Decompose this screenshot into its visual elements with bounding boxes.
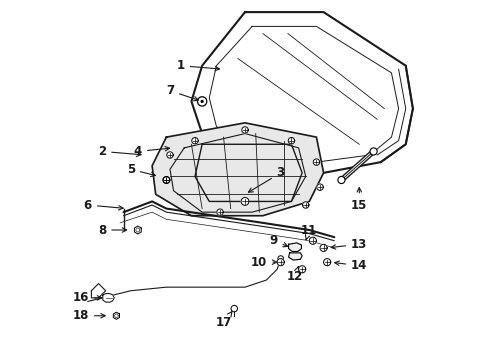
Text: 11: 11 <box>301 224 318 240</box>
Text: 4: 4 <box>134 145 170 158</box>
Polygon shape <box>152 123 323 216</box>
Text: 8: 8 <box>98 224 126 237</box>
Polygon shape <box>167 152 173 158</box>
Text: 18: 18 <box>73 309 105 322</box>
Polygon shape <box>217 209 223 215</box>
Polygon shape <box>317 184 323 190</box>
Circle shape <box>197 97 207 106</box>
Text: 14: 14 <box>335 259 368 272</box>
Polygon shape <box>302 202 309 208</box>
Polygon shape <box>313 159 319 165</box>
Text: 12: 12 <box>287 267 303 283</box>
Text: 1: 1 <box>176 59 220 72</box>
Polygon shape <box>277 258 284 266</box>
Circle shape <box>200 100 204 103</box>
Polygon shape <box>289 243 301 251</box>
Polygon shape <box>134 226 141 234</box>
Polygon shape <box>298 266 306 273</box>
Text: 13: 13 <box>331 238 368 251</box>
Polygon shape <box>192 138 198 144</box>
Polygon shape <box>320 244 327 251</box>
Polygon shape <box>103 294 114 302</box>
Text: 9: 9 <box>270 234 288 247</box>
Polygon shape <box>113 312 120 319</box>
Text: 6: 6 <box>84 198 123 212</box>
Circle shape <box>278 256 284 261</box>
Circle shape <box>338 176 345 184</box>
Text: 16: 16 <box>73 291 101 305</box>
Text: 15: 15 <box>351 188 368 212</box>
Circle shape <box>231 305 238 312</box>
Polygon shape <box>288 138 294 144</box>
Polygon shape <box>192 12 413 173</box>
Polygon shape <box>289 253 302 260</box>
Polygon shape <box>242 127 248 133</box>
Polygon shape <box>241 198 249 205</box>
Polygon shape <box>323 258 331 266</box>
Polygon shape <box>309 237 317 244</box>
Circle shape <box>370 148 377 155</box>
Text: 3: 3 <box>248 166 285 192</box>
Text: 17: 17 <box>216 311 232 329</box>
Polygon shape <box>163 176 170 184</box>
Text: 2: 2 <box>98 145 141 158</box>
Polygon shape <box>163 177 170 183</box>
Text: 10: 10 <box>251 256 277 269</box>
Text: 7: 7 <box>166 84 198 101</box>
Text: 5: 5 <box>126 163 155 176</box>
